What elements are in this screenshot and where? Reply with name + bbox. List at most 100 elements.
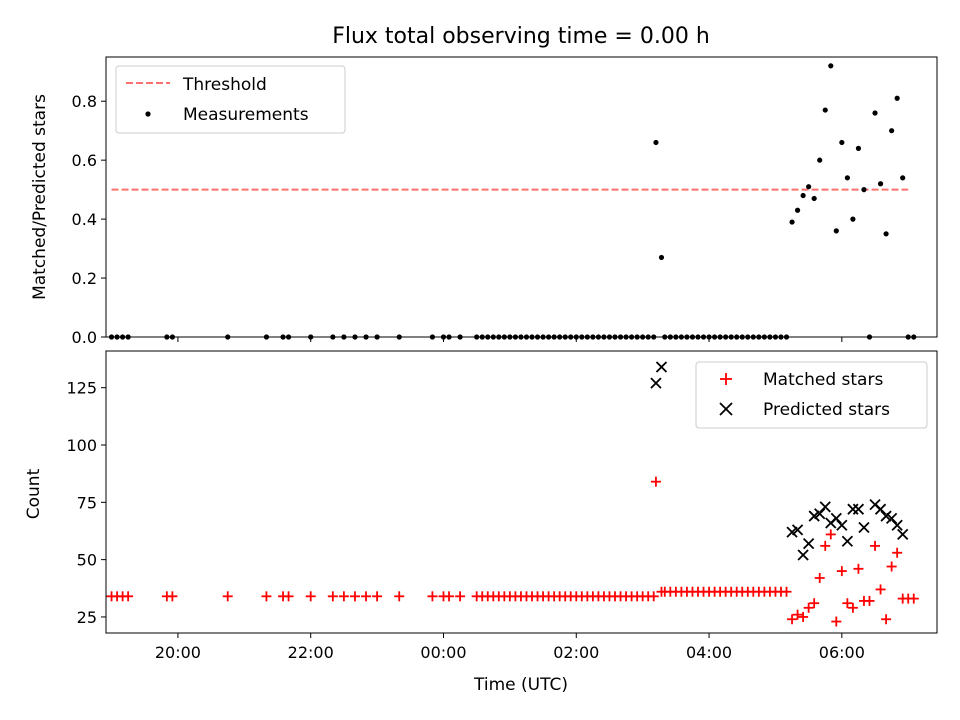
measurement-point [877, 181, 884, 187]
matched-star-point [167, 591, 178, 602]
bottom-x-tick-label: 20:00 [155, 643, 201, 662]
predicted-star-point [836, 519, 848, 531]
bottom-legend: Matched stars Predicted stars [695, 361, 928, 429]
matched-star-point [798, 611, 809, 622]
measurement-point [844, 175, 850, 181]
matched-star-point [825, 529, 836, 540]
predicted-star-point [830, 512, 842, 525]
matched-star-point [875, 584, 886, 595]
bottom-y-tick-label: 100 [66, 436, 97, 455]
top-y-tick-label: 0.2 [72, 269, 97, 288]
predicted-star-point [858, 521, 870, 534]
matched-star-point [427, 591, 438, 602]
chart-title: Flux total observing time = 0.00 h [332, 24, 710, 49]
matched-star-point [792, 609, 803, 620]
predicted-star-point [819, 501, 831, 513]
matched-star-point [803, 602, 814, 613]
matched-star-point [394, 591, 405, 602]
predicted-star-point [650, 377, 662, 389]
predicted-star-point [841, 535, 854, 547]
bottom-x-tick-label: 22:00 [288, 643, 334, 662]
matched-star-point [338, 591, 349, 602]
matched-star-point [372, 591, 383, 602]
matched-star-point [847, 602, 858, 613]
matched-stars-legend-swatch [720, 373, 732, 385]
matched-star-point [787, 614, 798, 625]
measurement-point [855, 145, 862, 151]
measurement-point [861, 187, 867, 193]
predicted-star-point [897, 528, 909, 541]
threshold-legend-label: Threshold [182, 75, 267, 95]
measurement-point [811, 195, 817, 202]
matched-star-point [842, 598, 853, 609]
matched-star-point [864, 595, 875, 606]
x-axis-label: Time (UTC) [473, 675, 568, 695]
predicted-stars-legend-swatch [719, 402, 733, 416]
top-legend: Threshold Measurements [115, 65, 346, 134]
matched-star-point [886, 561, 897, 572]
matched-star-point [650, 476, 661, 487]
matched-star-point [222, 591, 233, 602]
matched-star-point [831, 616, 842, 627]
bottom-y-axis-label: Count [24, 468, 44, 519]
predicted-stars-legend-label: Predicted stars [763, 400, 890, 420]
measurement-point [889, 128, 895, 134]
matched-star-point [836, 566, 847, 577]
measurement-point [900, 175, 906, 181]
measurement-point [828, 63, 834, 69]
matched-star-point [820, 540, 831, 551]
predicted-star-point [885, 512, 898, 525]
top-y-tick-label: 0.4 [72, 210, 97, 229]
measurement-point [789, 219, 795, 225]
matched-star-point [814, 572, 825, 583]
matched-star-point [908, 593, 919, 604]
predicted-star-point [797, 549, 809, 561]
predicted-star-point [852, 503, 865, 515]
measurement-point [806, 184, 812, 190]
measurement-point [653, 139, 659, 146]
measurement-point [817, 157, 823, 163]
predicted-star-point [874, 503, 887, 515]
measurement-point [833, 228, 839, 234]
bottom-x-tick-label: 06:00 [819, 643, 865, 662]
measurement-point [894, 95, 900, 101]
measurement-point [839, 139, 845, 146]
predicted-star-point [655, 361, 668, 373]
bottom-y-tick-label: 125 [66, 379, 97, 398]
matched-star-point [305, 591, 316, 602]
matched-star-point [455, 591, 466, 602]
measurement-point [658, 254, 665, 261]
matched-star-point [444, 591, 455, 602]
bottom-x-tick-label: 00:00 [420, 643, 466, 662]
bottom-y-tick-label: 75 [77, 493, 97, 512]
bottom-y-tick-label: 25 [77, 608, 97, 627]
measurements-legend-swatch [145, 111, 151, 117]
bottom-y-tick-label: 50 [77, 551, 97, 570]
bottom-axes-frame [105, 350, 938, 634]
matched-star-point [648, 591, 659, 602]
measurement-point [822, 107, 828, 113]
predicted-star-point [891, 519, 903, 531]
top-y-tick-label: 0.6 [72, 151, 97, 170]
matched-star-point [809, 598, 820, 609]
top-y-tick-label: 0.8 [72, 92, 97, 111]
matched-star-point [881, 614, 892, 625]
bottom-x-tick-label: 02:00 [553, 643, 599, 662]
predicted-star-point [803, 537, 815, 550]
bottom-x-tick-label: 04:00 [686, 643, 732, 662]
matched-star-point [349, 591, 360, 602]
matched-star-point [261, 591, 272, 602]
predicted-star-point [814, 508, 826, 520]
measurement-point [883, 231, 889, 237]
top-legend-box [115, 65, 346, 134]
top-y-axis-label: Matched/Predicted stars [30, 94, 50, 300]
measurements-legend-label: Measurements [183, 105, 309, 125]
predicted-star-point [791, 524, 804, 536]
bottom-legend-box [695, 361, 928, 429]
top-axes-frame [105, 56, 938, 338]
matched-star-point [283, 591, 294, 602]
matched-star-point [361, 591, 372, 602]
matched-star-point [853, 563, 864, 574]
matched-star-point [781, 586, 792, 597]
